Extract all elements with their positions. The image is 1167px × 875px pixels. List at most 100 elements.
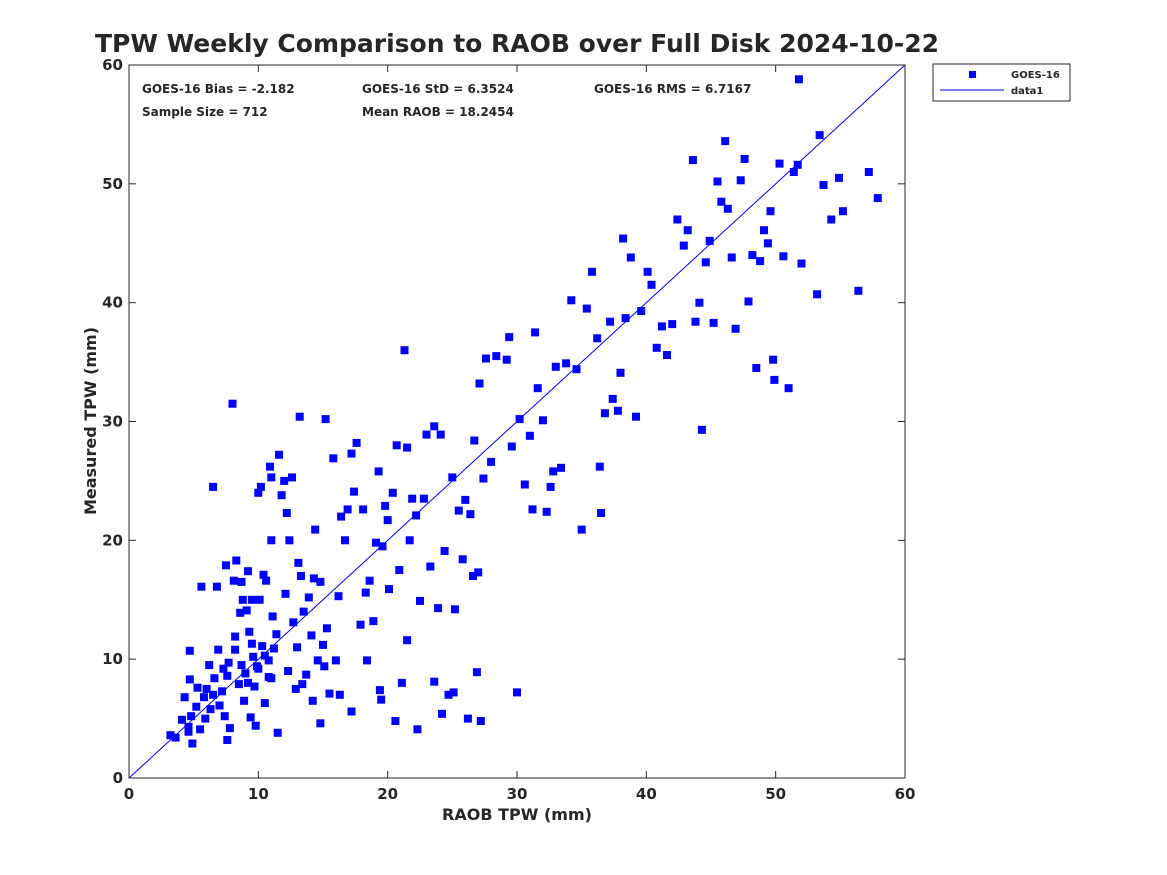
goes16-point-152 [542,507,551,516]
goes16-point-208 [770,375,779,384]
goes16-point-196 [727,253,736,262]
goes16-point-75 [297,572,305,580]
goes16-point-229 [267,674,276,683]
goes16-point-151 [538,416,547,425]
goes16-point-102 [372,538,380,547]
goes16-point-237 [284,667,293,675]
goes16-point-235 [209,690,218,699]
goes16-point-24 [218,687,227,696]
goes16-point-230 [231,645,240,654]
goes16-point-67 [282,509,291,517]
goes16-point-76 [299,607,308,616]
annotation-bias: GOES-16 Bias = -2.182 [142,82,295,96]
goes16-point-236 [219,664,228,673]
goes16-point-38 [240,696,249,705]
x-tick-label-0: 0 [124,785,134,803]
goes16-point-104 [375,686,384,695]
y-tick-label-4: 40 [102,294,123,312]
goes16-point-120 [422,430,431,439]
goes16-point-154 [549,467,558,476]
goes16-point-16 [202,684,211,693]
goes16-point-169 [613,406,622,415]
goes16-point-57 [266,462,274,471]
x-tick-label-3: 30 [507,785,528,803]
goes16-point-238 [298,680,307,689]
goes16-point-2 [178,715,186,724]
goes16-point-94 [347,449,356,458]
goes16-point-129 [454,506,463,515]
goes16-point-107 [383,516,392,525]
goes16-point-183 [679,241,688,250]
goes16-point-55 [262,576,271,585]
goes16-point-221 [838,207,847,216]
goes16-point-232 [247,639,256,648]
goes16-point-11 [193,683,202,692]
goes16-point-81 [311,525,320,534]
goes16-point-141 [502,355,511,364]
goes16-point-47 [251,721,260,730]
goes16-point-4 [184,727,193,736]
goes16-point-144 [513,688,521,697]
goes16-point-121 [426,562,435,571]
goes16-point-207 [769,355,778,364]
goes16-point-250 [449,688,458,697]
goes16-point-142 [505,333,514,342]
chart-title: TPW Weekly Comparison to RAOB over Full … [95,29,939,58]
goes16-point-172 [621,314,630,323]
goes16-point-62 [273,728,282,737]
goes16-point-19 [209,482,218,491]
goes16-point-7 [185,646,194,655]
goes16-point-168 [608,394,617,403]
goes16-point-203 [756,257,765,266]
goes16-point-29 [225,724,234,733]
goes16-point-23 [215,701,224,710]
y-axis-ticks: 0 10 20 30 40 50 60 [102,56,905,787]
goes16-point-35 [236,608,245,617]
x-tick-label-6: 60 [895,785,916,803]
goes16-point-41 [244,567,252,576]
goes16-point-43 [246,713,255,722]
goes16-point-36 [237,577,246,586]
goes16-point-88 [329,454,338,463]
goes16-point-97 [356,620,365,629]
goes16-point-109 [388,488,397,497]
goes16-point-113 [400,346,409,355]
goes16-point-150 [533,384,542,393]
goes16-point-72 [293,643,302,652]
goes16-point-252 [472,668,481,677]
goes16-point-218 [819,181,828,189]
goes16-point-100 [365,576,374,585]
goes16-point-20 [210,674,219,683]
goes16-point-192 [713,177,722,186]
goes16-point-37 [238,595,247,604]
goes16-point-186 [691,317,700,326]
y-tick-label-2: 20 [102,531,123,549]
goes16-point-166 [600,409,609,418]
goes16-point-44 [247,595,256,604]
goes16-point-136 [475,379,484,388]
goes16-point-69 [288,473,296,482]
goes16-point-74 [295,412,304,421]
goes16-point-122 [430,422,439,431]
goes16-point-6 [185,675,194,684]
goes16-point-239 [308,696,317,705]
goes16-point-173 [626,253,635,262]
goes16-point-31 [229,576,238,585]
goes16-point-243 [363,656,371,665]
goes16-point-92 [341,536,349,545]
goes16-point-128 [450,605,459,614]
goes16-point-66 [281,589,290,598]
goes16-point-242 [347,707,356,716]
goes16-point-126 [444,690,453,699]
goes16-point-106 [381,501,390,510]
goes16-point-53 [259,570,268,579]
goes16-point-96 [352,438,361,447]
goes16-point-82 [313,656,322,665]
goes16-point-86 [322,624,331,633]
x-axis-label: RAOB TPW (mm) [442,805,592,824]
goes16-point-146 [520,480,529,489]
goes16-point-12 [196,725,205,734]
goes16-point-177 [647,280,656,289]
goes16-point-64 [277,491,286,500]
goes16-point-249 [438,709,446,718]
